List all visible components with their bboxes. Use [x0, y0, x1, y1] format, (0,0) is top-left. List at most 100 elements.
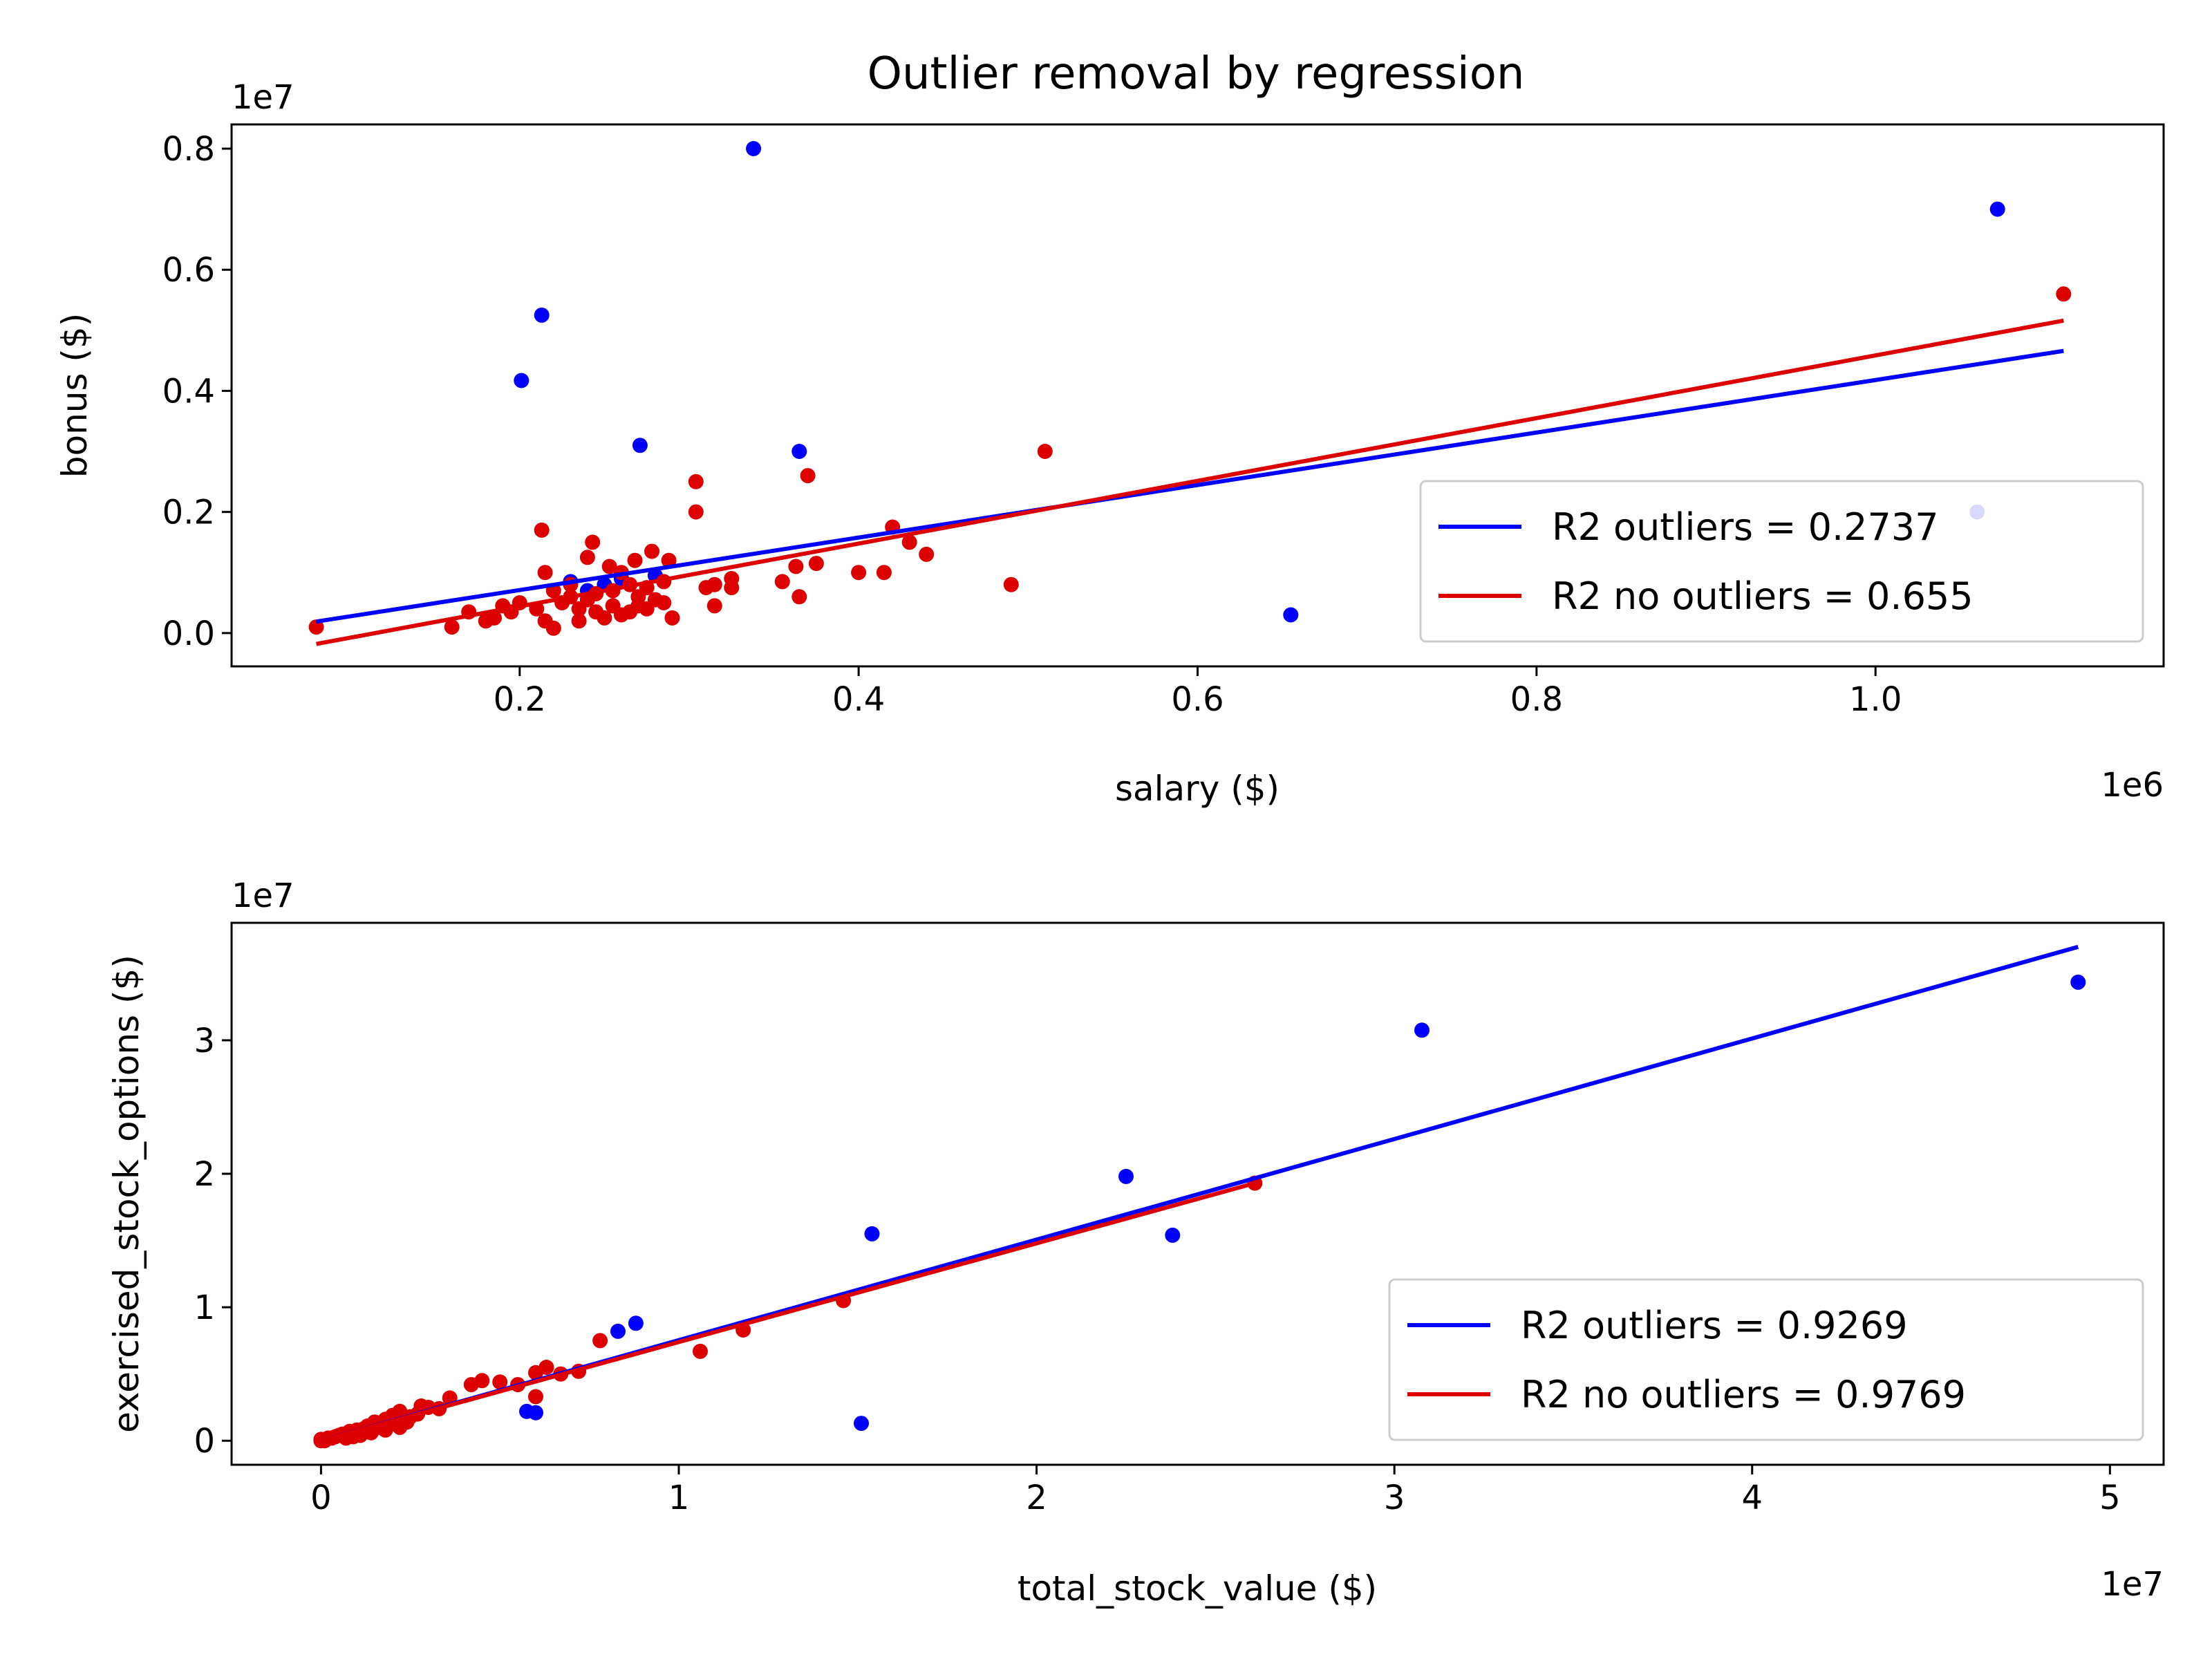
bottom-y-tick-label-3: 3 — [194, 1022, 215, 1060]
top-series-1-point-8 — [901, 534, 917, 550]
top-series-0-point-2 — [534, 307, 550, 323]
top-series-1-point-5 — [688, 504, 704, 520]
top-series-0-point-0 — [746, 141, 762, 156]
bottom-y-tick-label-0: 0 — [194, 1422, 215, 1461]
bottom-data-marks — [313, 944, 2086, 1449]
bottom-series-1-point-3 — [693, 1343, 708, 1359]
top-data-marks — [308, 141, 2072, 646]
top-y-tick-label-0: 0.0 — [162, 615, 215, 653]
bottom-y-tick-label-1: 1 — [194, 1288, 215, 1327]
top-series-1-point-27 — [644, 543, 659, 559]
bottom-series-0-point-5 — [854, 1416, 869, 1432]
bottom-regression-line-3 — [320, 1181, 1256, 1443]
bottom-plot-layer — [313, 944, 2086, 1449]
bottom-series-1-point-11 — [492, 1374, 508, 1390]
top-ticks: 0.2 0.4 0.6 0.8 1.0 0.0 0.2 0.4 0.6 0.8 — [162, 130, 1902, 719]
top-series-1-point-23 — [579, 550, 595, 565]
bottom-x-tick-label-2: 2 — [1026, 1479, 1047, 1517]
top-y-axis-label: bonus ($) — [55, 313, 95, 478]
bottom-series-0-point-0 — [2070, 974, 2086, 990]
top-y-tick-label-4: 0.8 — [162, 130, 215, 169]
top-series-1-point-25 — [601, 559, 617, 574]
top-plot-layer — [308, 141, 2072, 646]
top-series-1-point-53 — [571, 613, 587, 629]
top-x-offset-label: 1e6 — [2101, 766, 2164, 805]
top-y-tick-label-1: 0.2 — [162, 494, 215, 532]
bottom-series-0-point-9 — [519, 1403, 534, 1419]
bottom-series-0-point-4 — [864, 1226, 880, 1241]
top-series-1-point-26 — [627, 552, 643, 568]
bottom-x-tick-label-3: 3 — [1384, 1479, 1405, 1517]
top-series-0-point-1 — [1989, 201, 2005, 217]
top-series-1-point-4 — [688, 474, 704, 489]
top-series-1-point-9 — [919, 546, 935, 562]
top-series-1-point-52 — [545, 620, 561, 636]
top-x-axis-label: salary ($) — [1115, 769, 1280, 809]
bottom-series-0-point-1 — [1414, 1022, 1430, 1038]
top-series-1-point-1 — [2056, 286, 2072, 302]
top-series-1-point-12 — [774, 574, 790, 590]
top-series-0-point-5 — [791, 444, 807, 459]
bottom-legend-label-0: R2 outliers = 0.9269 — [1521, 1304, 1908, 1347]
bottom-series-1-point-8 — [528, 1365, 543, 1380]
top-legend-label-0: R2 outliers = 0.2737 — [1552, 505, 1939, 549]
top-series-1-point-15 — [876, 565, 892, 581]
top-series-1-point-19 — [698, 580, 714, 596]
bottom-series-1-point-4 — [592, 1333, 608, 1349]
top-chart: R2 outliers = 0.2737 R2 no outliers = 0.6… — [55, 78, 2165, 809]
bottom-y-axis-label: exercised_stock_options ($) — [106, 955, 147, 1433]
bottom-series-0-point-7 — [610, 1323, 626, 1339]
top-y-tick-label-2: 0.4 — [162, 372, 215, 411]
top-y-tick-label-3: 0.6 — [162, 251, 215, 290]
bottom-series-1-point-13 — [463, 1377, 479, 1393]
bottom-series-0-point-6 — [628, 1315, 644, 1331]
bottom-legend: R2 outliers = 0.9269 R2 no outliers = 0.9… — [1388, 1278, 2144, 1441]
top-series-1-point-14 — [851, 565, 867, 581]
bottom-x-axis-label: total_stock_value ($) — [1018, 1568, 1377, 1609]
top-series-1-point-22 — [585, 534, 601, 550]
top-series-1-point-10 — [808, 556, 824, 572]
top-series-1-point-24 — [537, 565, 553, 581]
bottom-y-offset-label: 1e7 — [232, 877, 294, 915]
top-series-1-point-54 — [597, 610, 612, 626]
top-x-tick-label-3: 0.8 — [1510, 680, 1563, 719]
top-x-tick-label-0: 0.2 — [494, 680, 546, 719]
top-series-1-point-49 — [444, 619, 460, 635]
bottom-x-tick-label-4: 4 — [1741, 1479, 1763, 1517]
bottom-ticks: 0 1 2 3 4 5 0 1 2 3 — [194, 1022, 2120, 1517]
top-series-0-point-3 — [514, 373, 529, 388]
bottom-chart: R2 outliers = 0.9269 R2 no outliers = 0.9… — [106, 877, 2165, 1609]
bottom-series-0-point-2 — [1118, 1168, 1134, 1184]
bottom-legend-box — [1388, 1278, 2144, 1441]
top-series-1-point-0 — [308, 619, 324, 635]
top-series-1-point-2 — [1037, 444, 1053, 459]
top-x-tick-label-4: 1.0 — [1849, 680, 1902, 719]
top-legend: R2 outliers = 0.2737 R2 no outliers = 0.6… — [1419, 480, 2144, 643]
top-series-1-point-47 — [487, 610, 502, 626]
top-legend-box — [1419, 480, 2144, 643]
top-series-1-point-16 — [1003, 577, 1019, 592]
top-series-1-point-20 — [706, 598, 722, 614]
figure-title: Outlier removal by regression — [868, 48, 1525, 100]
top-x-tick-label-2: 0.6 — [1171, 680, 1224, 719]
top-series-1-point-11 — [788, 559, 804, 574]
top-y-offset-label: 1e7 — [232, 78, 294, 117]
top-legend-label-1: R2 no outliers = 0.655 — [1552, 574, 1974, 618]
top-series-1-point-62 — [656, 595, 672, 610]
bottom-x-tick-label-5: 5 — [2099, 1479, 2121, 1517]
top-series-1-point-3 — [800, 468, 816, 484]
top-x-tick-label-1: 0.4 — [832, 680, 885, 719]
top-series-1-point-13 — [791, 589, 807, 605]
top-series-1-point-55 — [613, 607, 629, 623]
top-series-1-point-61 — [630, 598, 646, 614]
top-series-1-point-21 — [724, 580, 740, 596]
top-series-1-point-28 — [661, 552, 677, 568]
bottom-series-1-point-9 — [528, 1389, 543, 1405]
top-series-1-point-58 — [664, 610, 680, 626]
bottom-legend-label-1: R2 no outliers = 0.9769 — [1521, 1373, 1966, 1416]
bottom-x-tick-label-0: 0 — [310, 1479, 332, 1517]
bottom-plot-frame — [230, 921, 2165, 1466]
bottom-series-0-point-3 — [1165, 1227, 1181, 1243]
bottom-x-tick-label-1: 1 — [668, 1479, 690, 1517]
